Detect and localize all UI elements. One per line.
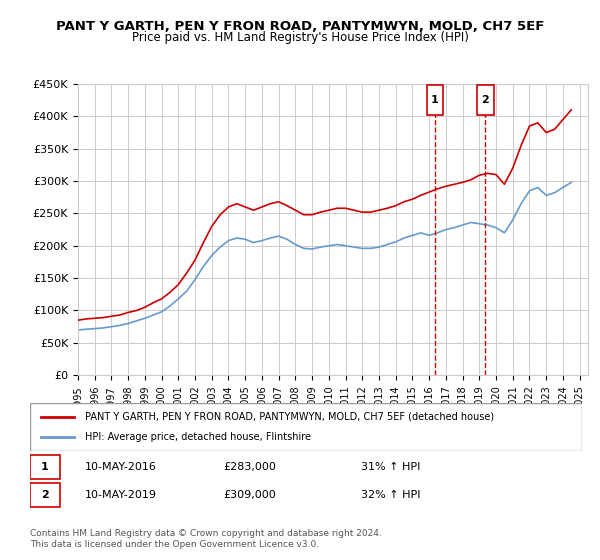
Text: PANT Y GARTH, PEN Y FRON ROAD, PANTYMWYN, MOLD, CH7 5EF: PANT Y GARTH, PEN Y FRON ROAD, PANTYMWYN… — [56, 20, 544, 32]
Text: 10-MAY-2019: 10-MAY-2019 — [85, 490, 157, 500]
FancyBboxPatch shape — [30, 483, 61, 507]
Text: 1: 1 — [41, 462, 49, 472]
FancyBboxPatch shape — [30, 403, 582, 451]
FancyBboxPatch shape — [30, 455, 61, 479]
Text: 31% ↑ HPI: 31% ↑ HPI — [361, 462, 421, 472]
Text: 2: 2 — [41, 490, 49, 500]
Text: 32% ↑ HPI: 32% ↑ HPI — [361, 490, 421, 500]
Text: 1: 1 — [431, 95, 439, 105]
Text: Contains HM Land Registry data © Crown copyright and database right 2024.
This d: Contains HM Land Registry data © Crown c… — [30, 529, 382, 549]
Text: £283,000: £283,000 — [223, 462, 276, 472]
Text: HPI: Average price, detached house, Flintshire: HPI: Average price, detached house, Flin… — [85, 432, 311, 442]
FancyBboxPatch shape — [477, 86, 494, 115]
Text: 10-MAY-2016: 10-MAY-2016 — [85, 462, 157, 472]
Text: PANT Y GARTH, PEN Y FRON ROAD, PANTYMWYN, MOLD, CH7 5EF (detached house): PANT Y GARTH, PEN Y FRON ROAD, PANTYMWYN… — [85, 412, 494, 422]
Text: Price paid vs. HM Land Registry's House Price Index (HPI): Price paid vs. HM Land Registry's House … — [131, 31, 469, 44]
Text: £309,000: £309,000 — [223, 490, 276, 500]
FancyBboxPatch shape — [427, 86, 443, 115]
Text: 2: 2 — [481, 95, 489, 105]
